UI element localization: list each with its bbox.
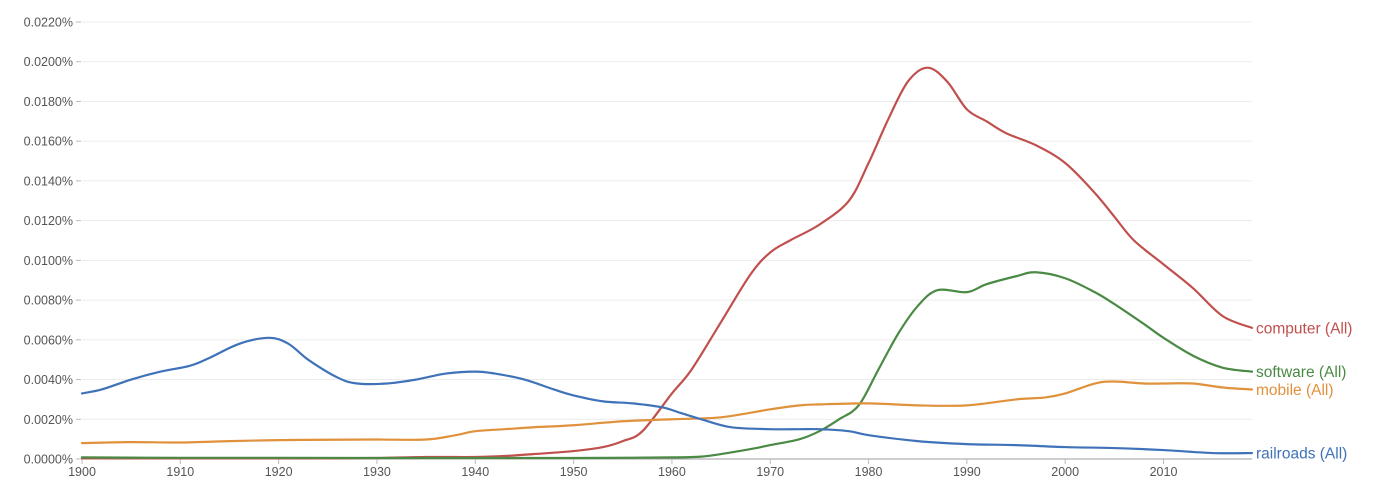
x-tick-label: 1940 <box>461 465 489 479</box>
series-label-software: software (All) <box>1256 364 1346 381</box>
x-tick-label: 1990 <box>953 465 981 479</box>
y-tick-label: 0.0140% <box>24 174 73 188</box>
series-line-software <box>80 271 1254 460</box>
y-tick-label: 0.0100% <box>24 254 73 268</box>
y-tick-label: 0.0060% <box>24 333 73 347</box>
series-line-mobile <box>80 380 1254 445</box>
series-line-computer <box>80 66 1254 460</box>
y-tick-label: 0.0220% <box>24 16 73 30</box>
x-tick-label: 1950 <box>560 465 588 479</box>
series-labels: computer (All) software (All)mobile (All)… <box>1256 320 1352 462</box>
series-label-railroads: railroads (All) <box>1256 446 1347 463</box>
y-axis: 0.0000% 0.0020% 0.0040% 0.0060% 0.0080% 0.010… <box>24 16 81 467</box>
y-tick-label: 0.0040% <box>24 373 73 387</box>
grid-layer <box>82 21 1252 420</box>
series-label-mobile: mobile (All) <box>1256 382 1334 399</box>
x-tick-label: 1960 <box>658 465 686 479</box>
series-line-railroads <box>80 336 1254 455</box>
y-tick-label: 0.0200% <box>24 55 73 69</box>
series-layer <box>80 66 1254 460</box>
x-tick-label: 1910 <box>166 465 194 479</box>
y-tick-label: 0.0020% <box>24 413 73 427</box>
y-tick-label: 0.0080% <box>24 294 73 308</box>
x-tick-label: 1930 <box>363 465 391 479</box>
x-tick-label: 1900 <box>68 465 96 479</box>
x-tick-label: 1920 <box>265 465 293 479</box>
x-axis: 1900 1910 1920 1930 1940 1950 1960 1970 1980 1990… <box>68 458 1252 479</box>
y-tick-label: 0.0000% <box>24 453 73 467</box>
y-tick-label: 0.0180% <box>24 95 73 109</box>
y-tick-label: 0.0160% <box>24 135 73 149</box>
x-tick-label: 1970 <box>756 465 784 479</box>
series-label-computer: computer (All) <box>1256 320 1352 337</box>
x-tick-label: 2010 <box>1150 465 1178 479</box>
x-tick-label: 2000 <box>1051 465 1079 479</box>
x-tick-label: 1980 <box>855 465 883 479</box>
y-tick-label: 0.0120% <box>24 214 73 228</box>
